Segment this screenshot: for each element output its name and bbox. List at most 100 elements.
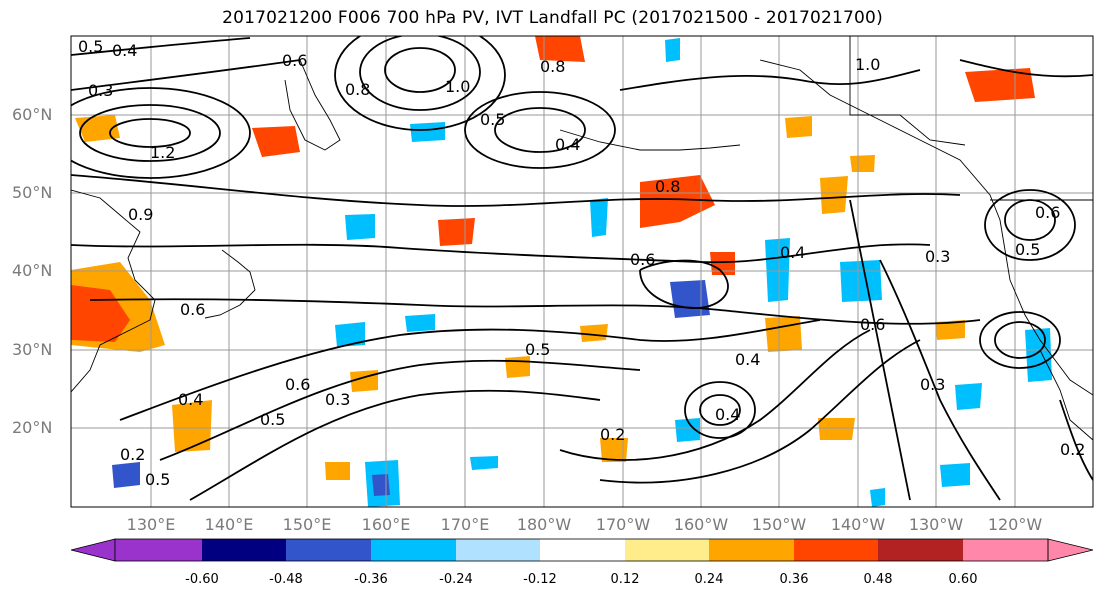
contour bbox=[71, 37, 251, 56]
shade-negative bbox=[670, 280, 710, 318]
contour bbox=[1059, 399, 1093, 481]
lon-label: 140°E bbox=[204, 515, 254, 534]
contour-label: 0.4 bbox=[178, 390, 203, 409]
shade-negative bbox=[765, 238, 790, 302]
contour bbox=[109, 118, 191, 148]
contour bbox=[494, 107, 586, 153]
contour-label: 0.2 bbox=[1060, 440, 1085, 459]
colorbar-segment bbox=[115, 539, 202, 561]
shade-strong-positive bbox=[252, 126, 300, 157]
contour-label: 0.5 bbox=[145, 470, 170, 489]
coastlines bbox=[71, 36, 1093, 441]
shade-positive bbox=[935, 320, 965, 340]
colorbar-tick-label: 0.48 bbox=[863, 572, 893, 587]
shade-negative bbox=[410, 122, 445, 142]
shade-negative bbox=[840, 260, 882, 302]
contour-label: 0.6 bbox=[860, 315, 885, 334]
shade-positive bbox=[172, 400, 212, 452]
contour bbox=[684, 381, 756, 439]
contour bbox=[994, 321, 1046, 359]
shade-positive bbox=[710, 252, 735, 275]
map-title: 2017021200 F006 700 hPa PV, IVT Landfall… bbox=[222, 8, 883, 28]
colorbar bbox=[70, 538, 1094, 562]
contour-label: 0.2 bbox=[120, 445, 145, 464]
contour bbox=[89, 298, 981, 325]
shade-strong-positive bbox=[640, 175, 715, 228]
shade-positive bbox=[325, 462, 350, 480]
colorbar-frame bbox=[114, 538, 1049, 562]
lon-label: 130°E bbox=[126, 515, 176, 534]
contour bbox=[71, 87, 251, 179]
contour-label: 0.3 bbox=[925, 247, 950, 266]
colorbar-tick-label: -0.36 bbox=[354, 572, 388, 587]
colorbar-tick-label: -0.48 bbox=[269, 572, 303, 587]
shade-negative bbox=[372, 474, 390, 496]
colorbar-segment bbox=[202, 539, 286, 561]
contour bbox=[159, 359, 641, 461]
shade-positive bbox=[438, 218, 475, 246]
contour-label: 0.4 bbox=[735, 350, 760, 369]
shaded-anomalies bbox=[71, 36, 1052, 507]
contour-label: 0.4 bbox=[555, 135, 580, 154]
shade-positive bbox=[765, 316, 802, 352]
colorbar-segment bbox=[456, 539, 540, 561]
colorbar-extend-right bbox=[1047, 538, 1094, 562]
contour-label: 1.2 bbox=[150, 143, 175, 162]
shade-negative bbox=[405, 314, 435, 332]
lat-label: 40°N bbox=[12, 261, 53, 280]
shade-strong-positive bbox=[965, 68, 1035, 102]
lon-label: 170°E bbox=[440, 515, 490, 534]
contour-label: 1.0 bbox=[855, 55, 880, 74]
coast-asia bbox=[71, 189, 156, 393]
lon-label: 150°W bbox=[751, 515, 807, 534]
lat-label: 50°N bbox=[12, 183, 53, 202]
shade-negative bbox=[590, 198, 608, 237]
colorbar-segment bbox=[963, 539, 1048, 561]
contour-label: 0.5 bbox=[525, 340, 550, 359]
colorbar-segment bbox=[878, 539, 963, 561]
shade-positive bbox=[580, 324, 608, 342]
contour-label: 1.0 bbox=[445, 77, 470, 96]
lon-label: 160°E bbox=[361, 515, 411, 534]
contour bbox=[71, 243, 931, 264]
lon-label: 160°W bbox=[673, 515, 729, 534]
colorbar-segment bbox=[794, 539, 878, 561]
contour bbox=[359, 36, 481, 111]
colorbar-segment bbox=[709, 539, 794, 561]
contour bbox=[71, 174, 961, 207]
contour-label: 0.5 bbox=[260, 410, 285, 429]
contour bbox=[384, 47, 456, 93]
shade-negative bbox=[675, 418, 700, 442]
shade-positive bbox=[818, 418, 855, 440]
shade-negative bbox=[665, 38, 680, 62]
colorbar-extend-left bbox=[70, 538, 116, 562]
contour bbox=[979, 311, 1061, 369]
contour bbox=[879, 259, 1001, 501]
contour-label: 0.3 bbox=[920, 375, 945, 394]
contour-label: 0.4 bbox=[715, 405, 740, 424]
shade-positive bbox=[820, 176, 848, 214]
coast-japan bbox=[204, 249, 256, 319]
shade-negative bbox=[870, 488, 885, 507]
contour bbox=[334, 36, 506, 131]
contour-label: 0.9 bbox=[128, 205, 153, 224]
shade-negative bbox=[1025, 328, 1052, 382]
lon-label: 120°W bbox=[987, 515, 1043, 534]
lon-label: 170°W bbox=[595, 515, 651, 534]
contour-label: 0.5 bbox=[78, 37, 103, 56]
map-frame bbox=[70, 35, 1094, 508]
contour bbox=[984, 189, 1076, 261]
colorbar-segment bbox=[371, 539, 456, 561]
lon-label: 150°E bbox=[282, 515, 332, 534]
contour bbox=[559, 329, 871, 461]
contour bbox=[71, 59, 301, 91]
coast-aleutians bbox=[559, 129, 741, 151]
contour bbox=[639, 259, 729, 309]
shade-positive bbox=[505, 356, 530, 378]
colorbar-tick-label: 0.60 bbox=[948, 572, 978, 587]
shade-negative bbox=[940, 463, 970, 487]
shade-negative bbox=[335, 322, 365, 347]
coast-alaska bbox=[759, 59, 1093, 396]
contour bbox=[119, 319, 821, 421]
